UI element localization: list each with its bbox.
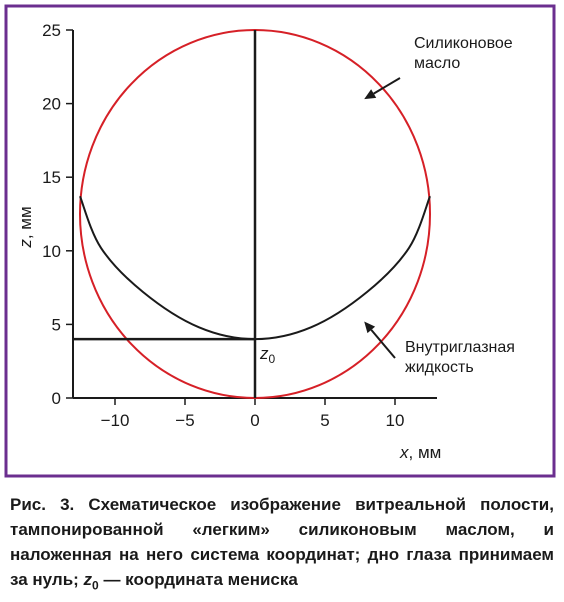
- x-tick-label: 0: [250, 411, 259, 430]
- y-tick-label: 10: [42, 242, 61, 261]
- y-tick-label: 20: [42, 95, 61, 114]
- figure-frame: −10 −5 0 5 10 0 5 10 15 20 25 x, мм z, мм z0 Силикон…: [4, 4, 556, 478]
- x-tick-label: −10: [101, 411, 130, 430]
- caption-text: Схематическое изображение витреальной по…: [10, 495, 554, 589]
- x-tick-label: 10: [386, 411, 405, 430]
- caption-z-symbol: z: [83, 570, 93, 589]
- caption-suffix: — координата мениска: [98, 570, 298, 589]
- y-tick-label: 0: [52, 389, 61, 408]
- annotation-label: Силиконовое: [414, 35, 513, 52]
- annotation-arrow-shaft: [373, 77, 401, 95]
- y-axis-label: z, мм: [16, 206, 35, 248]
- caption-prefix: Рис. 3.: [10, 495, 75, 514]
- x-axis-label: x, мм: [399, 443, 441, 462]
- annotation-label: Внутриглазная: [405, 339, 515, 356]
- annotation-arrow-head: [364, 89, 377, 100]
- z0-label: z0: [259, 344, 276, 366]
- y-tick-label: 15: [42, 168, 61, 187]
- x-tick-label: 5: [320, 411, 329, 430]
- frame-border: [4, 4, 556, 478]
- annotation-arrow-head: [364, 321, 376, 334]
- chart: −10 −5 0 5 10 0 5 10 15 20 25 x, мм z, мм z0 Силикон…: [4, 4, 556, 478]
- annotation-label: жидкость: [405, 359, 474, 376]
- annotation-arrow-shaft: [370, 329, 396, 359]
- figure-caption: Рис. 3. Схематическое изображение витреа…: [10, 492, 554, 598]
- x-tick-label: −5: [175, 411, 194, 430]
- annotation-label: масло: [414, 55, 460, 72]
- y-tick-label: 25: [42, 21, 61, 40]
- caption-z-subscript: 0: [92, 578, 99, 593]
- y-tick-label: 5: [52, 315, 61, 334]
